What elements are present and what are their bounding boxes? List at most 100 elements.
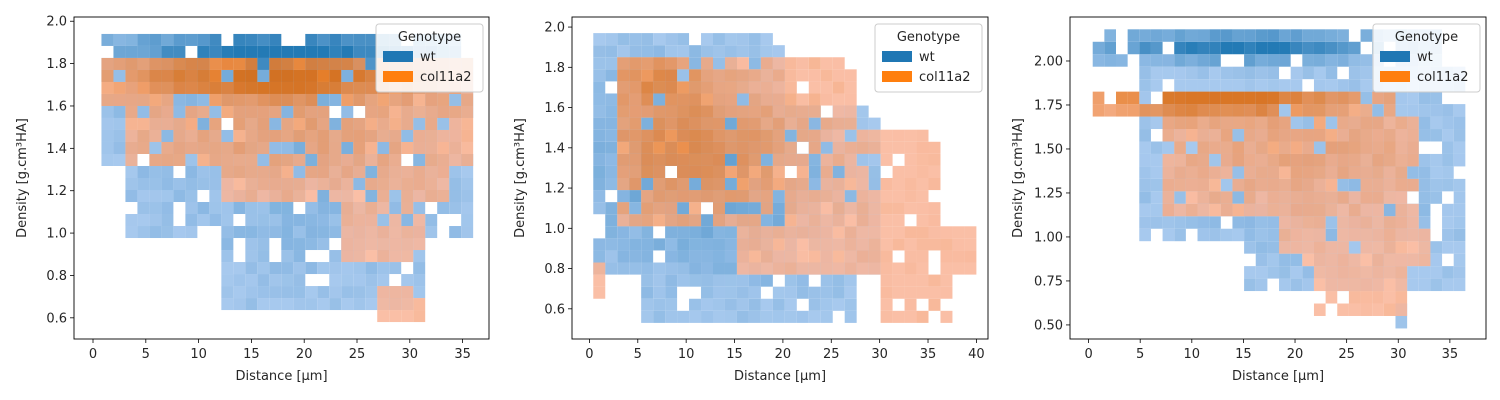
heatmap-cell	[341, 165, 354, 178]
heatmap-cell	[317, 93, 330, 106]
heatmap-cell	[413, 129, 426, 142]
heatmap-cell	[653, 165, 666, 178]
heatmap-cell	[760, 238, 773, 251]
heatmap-cell	[425, 105, 438, 118]
heatmap-cell	[257, 202, 270, 215]
heatmap-cell	[796, 286, 809, 299]
heatmap-cell	[317, 141, 330, 154]
heatmap-cell	[353, 153, 366, 166]
heatmap-cell	[892, 214, 905, 227]
heatmap-cell	[233, 33, 246, 46]
heatmap-cell	[401, 117, 414, 130]
heatmap-cell	[1395, 91, 1408, 105]
heatmap-cell	[257, 262, 270, 275]
heatmap-cell	[952, 262, 965, 275]
heatmap-cell	[293, 141, 306, 154]
heatmap-cell	[209, 214, 222, 227]
heatmap-cell	[832, 238, 845, 251]
heatmap-cell	[1197, 141, 1210, 154]
heatmap-cell	[820, 93, 833, 106]
heatmap-cell	[748, 141, 761, 154]
x-tick-label: 25	[823, 347, 840, 362]
heatmap-cell	[293, 129, 306, 142]
heatmap-cell	[617, 226, 630, 239]
heatmap-cell	[1290, 79, 1303, 92]
heatmap-cell	[1383, 104, 1396, 117]
heatmap-cell	[701, 117, 714, 130]
heatmap-cell	[689, 117, 702, 130]
legend-title: Genotype	[398, 30, 461, 45]
heatmap-cell	[605, 129, 618, 142]
heatmap-cell	[1290, 166, 1303, 179]
heatmap-cell	[101, 117, 114, 130]
heatmap-cell	[617, 69, 630, 82]
heatmap-cell	[689, 178, 702, 191]
heatmap-cell	[880, 226, 893, 239]
heatmap-cell	[1197, 29, 1210, 42]
heatmap-cell	[257, 274, 270, 287]
heatmap-cell	[389, 214, 402, 227]
heatmap-cell	[1197, 129, 1210, 142]
heatmap-cell	[317, 117, 330, 130]
heatmap-cell	[1092, 41, 1105, 55]
heatmap-cell	[724, 81, 737, 94]
heatmap-cell	[1279, 129, 1291, 142]
heatmap-cell	[892, 286, 905, 299]
heatmap-cell	[665, 250, 678, 263]
y-tick-label: 1.8	[544, 61, 565, 76]
heatmap-cell	[724, 202, 737, 215]
heatmap-cell	[1395, 178, 1408, 192]
heatmap-cell	[772, 298, 785, 311]
heatmap-cell	[317, 57, 330, 70]
heatmap-cell	[1325, 41, 1338, 55]
heatmap-cell	[353, 190, 366, 203]
heatmap-cell	[820, 81, 833, 94]
heatmap-cell	[724, 117, 737, 130]
heatmap-cell	[1279, 191, 1291, 204]
heatmap-cell	[593, 45, 606, 58]
heatmap-cell	[1162, 191, 1175, 204]
heatmap-cell	[1383, 216, 1396, 229]
heatmap-cell	[617, 190, 630, 203]
heatmap-cell	[257, 45, 270, 58]
heatmap-cell	[1407, 141, 1419, 154]
heatmap-cell	[221, 226, 234, 239]
heatmap-cell	[1255, 91, 1268, 105]
heatmap-cell	[760, 202, 773, 215]
heatmap-cell	[389, 178, 402, 191]
heatmap-cell	[832, 298, 845, 311]
heatmap-cell	[605, 141, 618, 154]
heatmap-cell	[377, 262, 390, 275]
heatmap-cell	[1302, 178, 1314, 192]
heatmap-cell	[269, 298, 282, 311]
heatmap-cell	[617, 262, 630, 275]
heatmap-cell	[1383, 153, 1396, 167]
heatmap-cell	[245, 250, 258, 263]
heatmap-cell	[724, 274, 737, 287]
heatmap-cell	[1453, 253, 1466, 267]
heatmap-cell	[293, 226, 306, 239]
plot-area	[593, 33, 977, 323]
heatmap-cell	[844, 105, 857, 118]
heatmap-cell	[701, 250, 714, 263]
heatmap-cell	[641, 274, 654, 287]
heatmap-cell	[1255, 278, 1268, 292]
heatmap-cell	[868, 117, 881, 130]
heatmap-cell	[1150, 41, 1163, 55]
heatmap-cell	[820, 178, 833, 191]
heatmap-cell	[305, 129, 318, 142]
heatmap-cell	[713, 141, 725, 154]
heatmap-cell	[713, 178, 725, 191]
heatmap-cell	[197, 129, 210, 142]
heatmap-cell	[701, 69, 714, 82]
heatmap-cell	[856, 262, 869, 275]
heatmap-cell	[401, 250, 414, 263]
heatmap-cell	[1360, 266, 1373, 279]
heatmap-cell	[820, 286, 833, 299]
heatmap-cell	[413, 298, 426, 311]
heatmap-cell	[724, 93, 737, 106]
heatmap-cell	[832, 129, 845, 142]
heatmap-cell	[689, 57, 702, 70]
heatmap-cell	[1197, 116, 1210, 130]
heatmap-cell	[1255, 191, 1268, 204]
